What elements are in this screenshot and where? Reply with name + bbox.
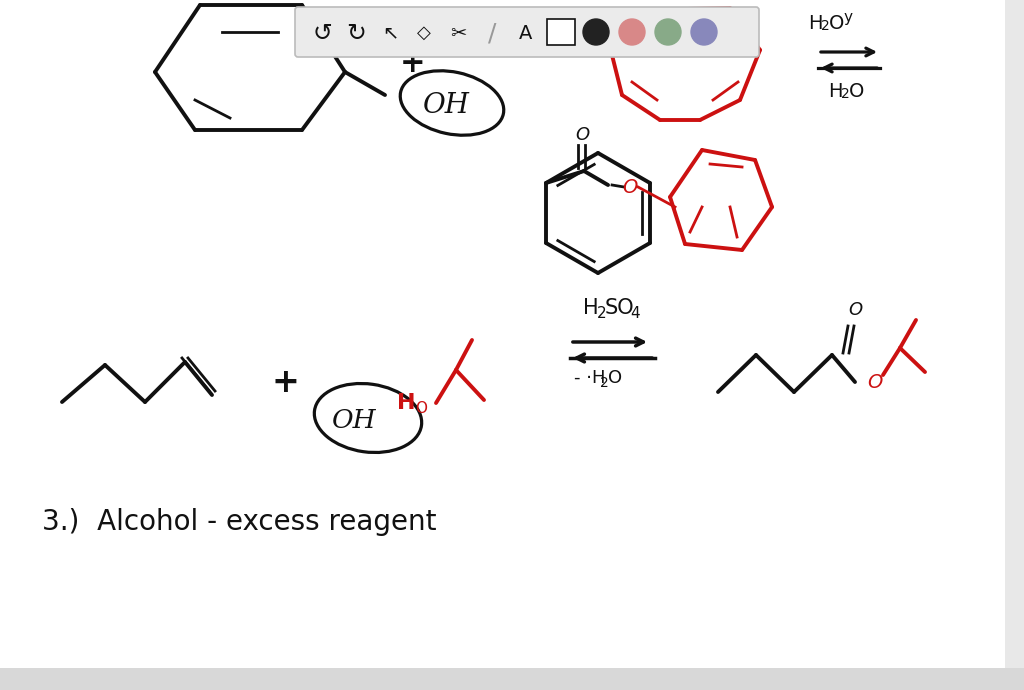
Text: O: O <box>848 301 862 319</box>
Text: 2: 2 <box>462 46 470 59</box>
Text: +: + <box>400 48 426 77</box>
FancyBboxPatch shape <box>547 19 575 45</box>
Text: 2: 2 <box>600 376 608 390</box>
Text: H: H <box>583 298 599 318</box>
Text: O: O <box>849 82 864 101</box>
Text: 2: 2 <box>821 19 829 33</box>
Text: /: / <box>487 21 497 45</box>
Text: H: H <box>445 39 461 57</box>
Text: 4: 4 <box>630 306 640 320</box>
Text: O: O <box>608 369 623 387</box>
Ellipse shape <box>400 71 504 135</box>
Text: A: A <box>519 23 532 43</box>
Text: ↖: ↖ <box>382 23 398 43</box>
Text: y: y <box>843 10 852 25</box>
Text: ◇: ◇ <box>417 24 431 42</box>
FancyBboxPatch shape <box>295 7 759 57</box>
Text: O: O <box>469 37 484 55</box>
Circle shape <box>655 19 681 45</box>
Text: H: H <box>808 14 822 33</box>
Circle shape <box>691 19 717 45</box>
Text: ✂: ✂ <box>450 23 466 43</box>
Text: SO: SO <box>605 298 635 318</box>
Text: O: O <box>623 177 638 197</box>
Text: H: H <box>828 82 843 101</box>
Text: OH: OH <box>332 408 376 433</box>
Text: +: + <box>271 366 299 399</box>
Bar <box>1005 0 1024 668</box>
Text: 2: 2 <box>597 306 606 320</box>
Text: 3.)  Alcohol - excess reagent: 3.) Alcohol - excess reagent <box>42 508 436 536</box>
Text: OH: OH <box>423 92 469 119</box>
Text: O: O <box>415 400 427 415</box>
Text: H: H <box>396 393 416 413</box>
Ellipse shape <box>314 384 422 453</box>
Text: O: O <box>829 14 845 33</box>
Circle shape <box>618 19 645 45</box>
Bar <box>0 668 1024 690</box>
Text: - ·H: - ·H <box>574 369 605 387</box>
Text: O: O <box>574 126 589 144</box>
Text: O: O <box>867 373 883 391</box>
Text: 2: 2 <box>841 87 850 101</box>
Text: ↻: ↻ <box>346 21 366 45</box>
Circle shape <box>583 19 609 45</box>
Text: ↺: ↺ <box>312 21 332 45</box>
